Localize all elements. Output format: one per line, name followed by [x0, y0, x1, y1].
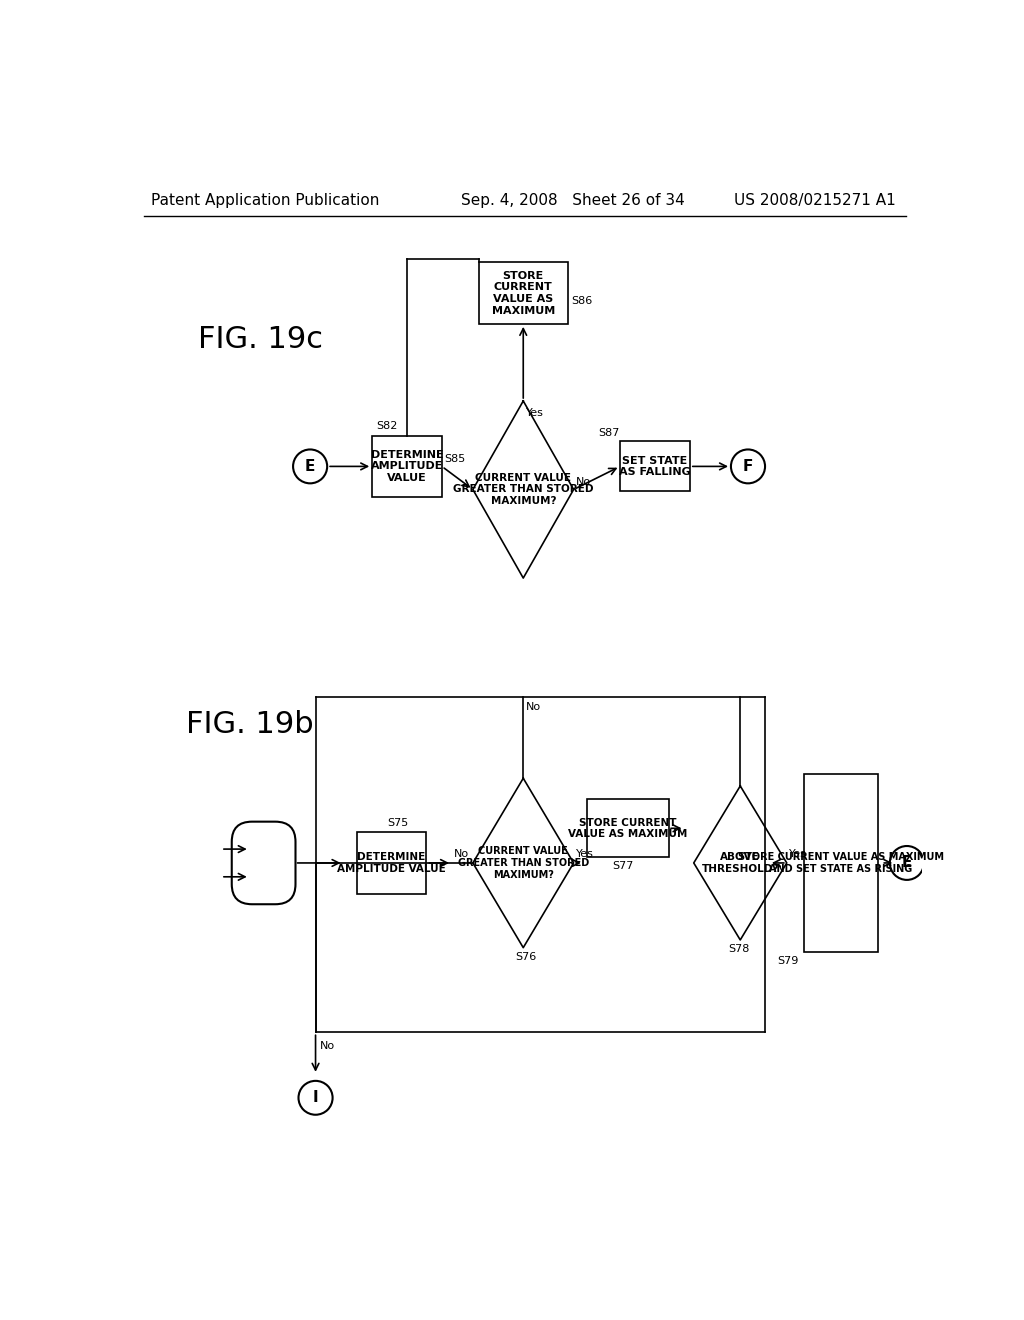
Text: STORE CURRENT
VALUE AS MAXIMUM: STORE CURRENT VALUE AS MAXIMUM [568, 817, 687, 840]
Text: DETERMINE
AMPLITUDE
VALUE: DETERMINE AMPLITUDE VALUE [371, 450, 443, 483]
FancyBboxPatch shape [372, 436, 442, 498]
Text: S85: S85 [444, 454, 466, 463]
Text: ABOVE
THRESHOLD?: ABOVE THRESHOLD? [701, 853, 779, 874]
Text: S78: S78 [729, 944, 750, 954]
Text: STORE CURRENT VALUE AS MAXIMUM
AND SET STATE AS RISING: STORE CURRENT VALUE AS MAXIMUM AND SET S… [738, 853, 944, 874]
Text: Sep. 4, 2008   Sheet 26 of 34: Sep. 4, 2008 Sheet 26 of 34 [461, 193, 685, 209]
Text: Patent Application Publication: Patent Application Publication [152, 193, 380, 209]
Text: S87: S87 [598, 428, 620, 437]
FancyBboxPatch shape [804, 775, 878, 952]
Text: E: E [902, 855, 912, 870]
Circle shape [890, 846, 924, 880]
Text: S75: S75 [388, 818, 409, 828]
Text: E: E [305, 459, 315, 474]
Text: Yes: Yes [575, 849, 594, 859]
Text: S76: S76 [515, 952, 537, 962]
FancyBboxPatch shape [621, 441, 690, 491]
Text: SET STATE
AS FALLING: SET STATE AS FALLING [620, 455, 691, 478]
Text: No: No [575, 477, 591, 487]
FancyBboxPatch shape [587, 800, 669, 857]
Text: US 2008/0215271 A1: US 2008/0215271 A1 [733, 193, 895, 209]
Text: No: No [525, 702, 541, 711]
Text: F: F [742, 459, 754, 474]
Text: Yes: Yes [525, 408, 544, 417]
FancyBboxPatch shape [478, 263, 568, 323]
Text: DETERMINE
AMPLITUDE VALUE: DETERMINE AMPLITUDE VALUE [337, 853, 445, 874]
Polygon shape [473, 401, 573, 578]
Text: No: No [454, 849, 469, 859]
Circle shape [299, 1081, 333, 1114]
Text: FIG. 19b: FIG. 19b [186, 710, 313, 739]
Text: S77: S77 [612, 861, 634, 871]
FancyBboxPatch shape [356, 832, 426, 894]
Circle shape [731, 449, 765, 483]
Text: I: I [312, 1090, 318, 1105]
Circle shape [293, 449, 328, 483]
Text: CURRENT VALUE
GREATER THAN STORED
MAXIMUM?: CURRENT VALUE GREATER THAN STORED MAXIMU… [458, 846, 589, 879]
Text: FIG. 19c: FIG. 19c [198, 325, 323, 354]
Text: CURRENT VALUE
GREATER THAN STORED
MAXIMUM?: CURRENT VALUE GREATER THAN STORED MAXIMU… [453, 473, 594, 506]
Text: S86: S86 [571, 296, 593, 306]
Text: S82: S82 [376, 421, 397, 432]
Text: S79: S79 [777, 956, 799, 966]
FancyBboxPatch shape [231, 821, 296, 904]
Polygon shape [473, 779, 573, 948]
Polygon shape [693, 785, 786, 940]
Text: Yes: Yes [790, 849, 807, 859]
Text: STORE
CURRENT
VALUE AS
MAXIMUM: STORE CURRENT VALUE AS MAXIMUM [492, 271, 555, 315]
Text: No: No [319, 1041, 335, 1051]
